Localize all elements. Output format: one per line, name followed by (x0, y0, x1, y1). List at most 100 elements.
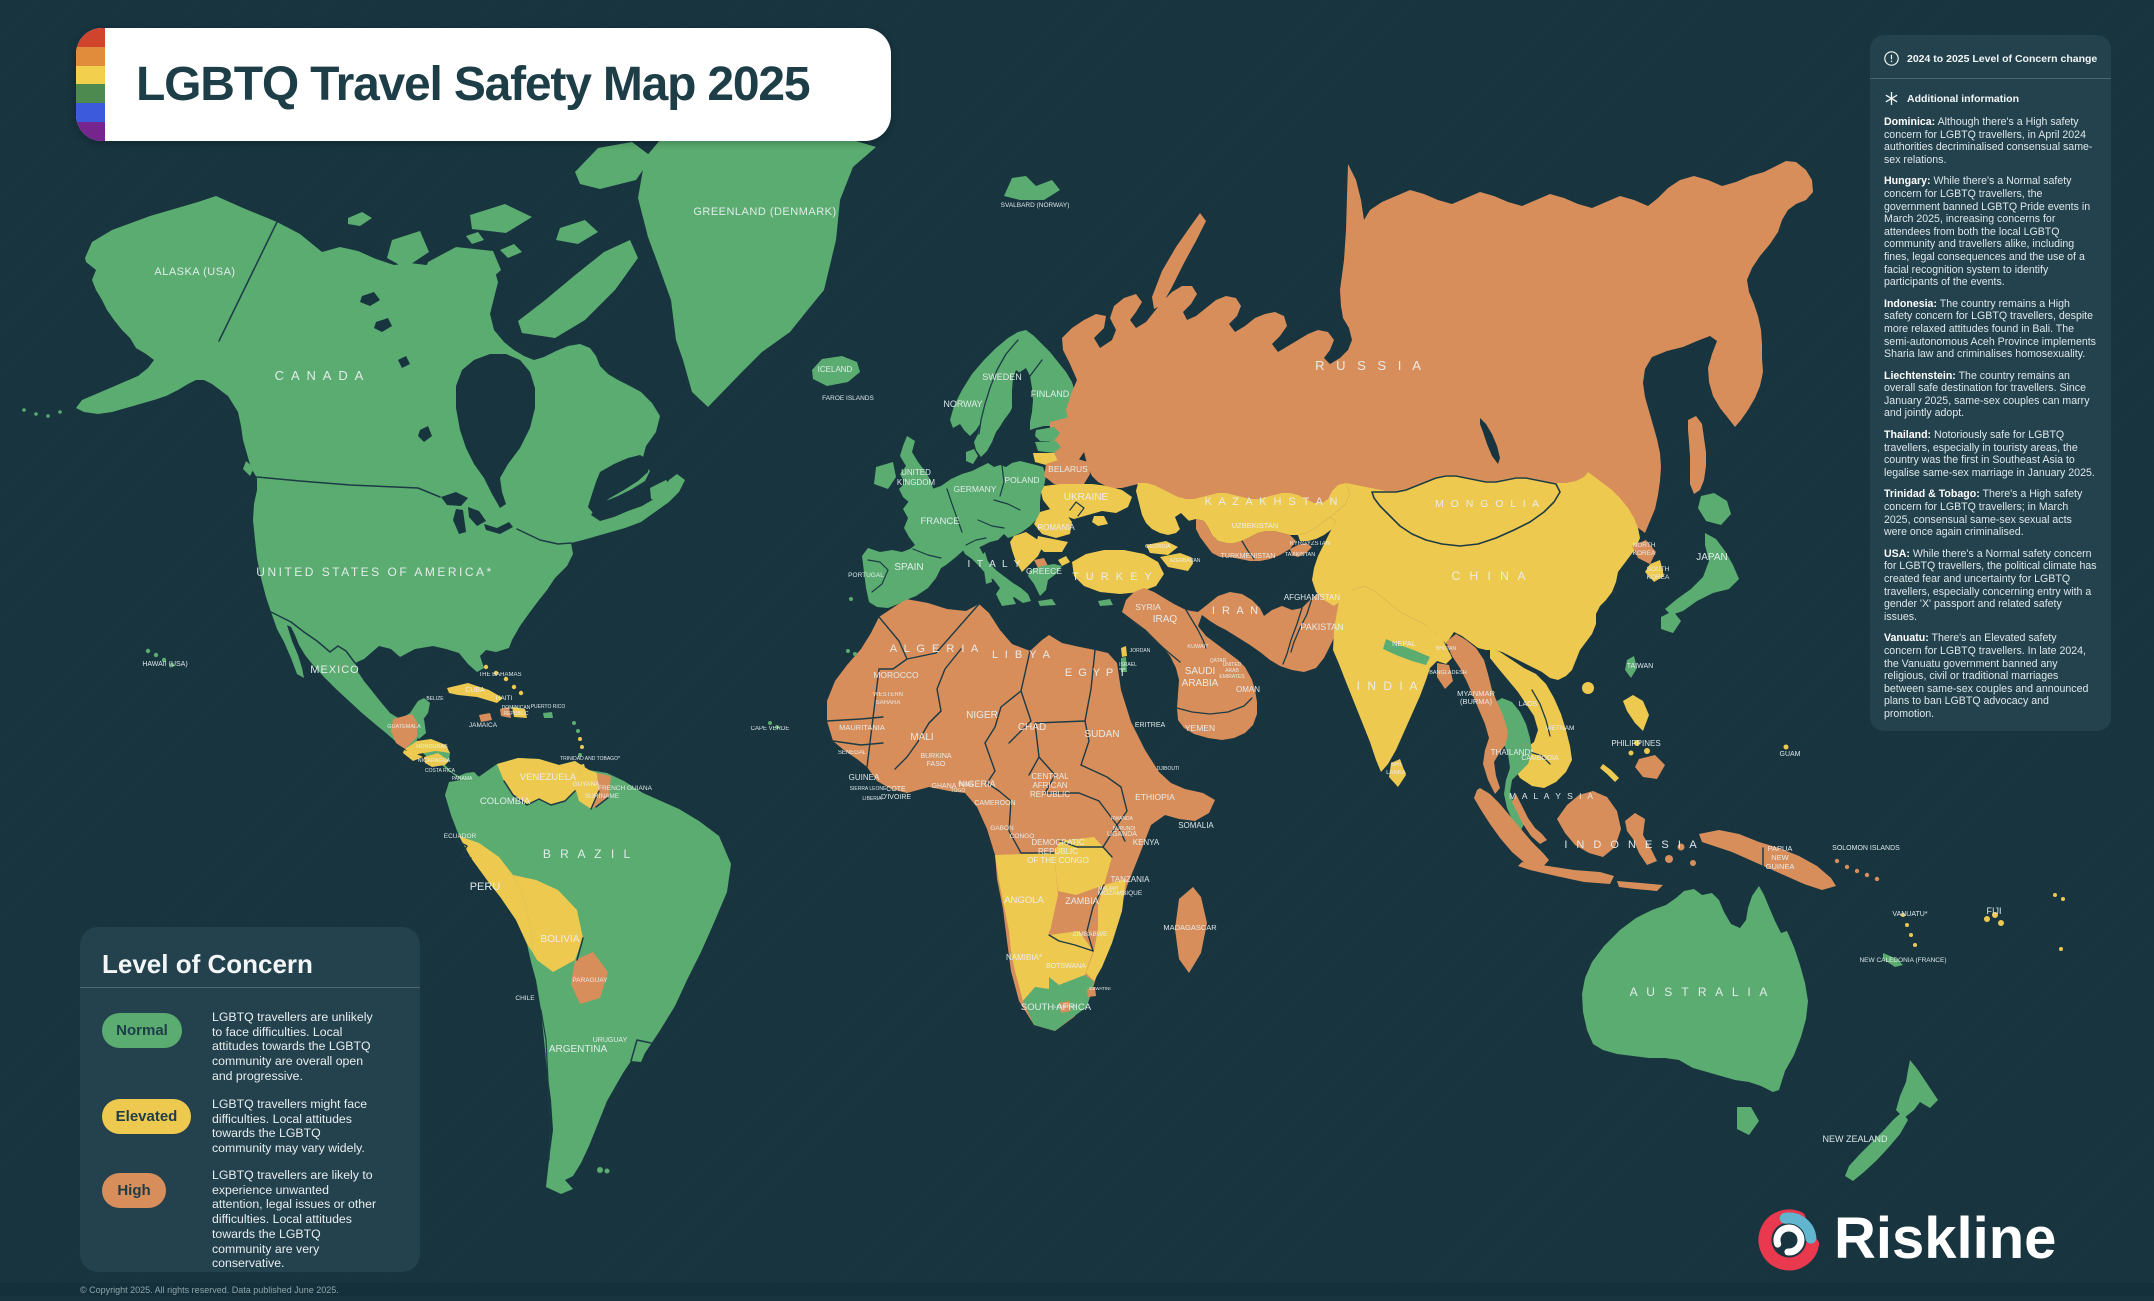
svg-text:BELARUS: BELARUS (1048, 464, 1088, 474)
svg-text:BENIN: BENIN (958, 782, 974, 788)
svg-text:ZIMBABWE: ZIMBABWE (1073, 931, 1108, 938)
svg-text:AFGHANISTAN: AFGHANISTAN (1284, 593, 1341, 602)
svg-text:DJIBOUTI: DJIBOUTI (1157, 766, 1180, 772)
svg-text:ECUADOR: ECUADOR (444, 833, 477, 840)
svg-text:KOREA: KOREA (1633, 550, 1656, 557)
svg-text:UNITED STATES OF AMERICA*: UNITED STATES OF AMERICA* (256, 565, 493, 579)
svg-text:LESOTHO: LESOTHO (1054, 1004, 1076, 1009)
svg-text:CAMBODIA: CAMBODIA (1521, 755, 1559, 762)
svg-text:MOZAMBIQUE: MOZAMBIQUE (1098, 890, 1143, 897)
svg-text:MALAWI: MALAWI (1098, 886, 1118, 892)
svg-text:URUGUAY: URUGUAY (593, 1037, 628, 1044)
svg-text:ICELAND: ICELAND (818, 365, 853, 374)
svg-text:C A N A D A: C A N A D A (275, 368, 366, 383)
svg-text:BELIZE: BELIZE (426, 696, 444, 702)
svg-text:ARGENTINA: ARGENTINA (549, 1044, 608, 1055)
svg-text:MYANMAR: MYANMAR (1457, 689, 1495, 698)
svg-text:QATAR: QATAR (1210, 658, 1227, 664)
svg-text:COLOMBIA: COLOMBIA (480, 796, 531, 807)
svg-text:SRI: SRI (1391, 762, 1401, 768)
svg-text:HAWAII (USA): HAWAII (USA) (142, 661, 187, 668)
svg-text:ESWATINI: ESWATINI (1089, 986, 1110, 991)
svg-text:JAPAN: JAPAN (1696, 552, 1728, 563)
svg-text:UNITED: UNITED (901, 468, 931, 477)
svg-text:LIBERIA: LIBERIA (862, 796, 882, 802)
svg-text:REPUBLIC: REPUBLIC (503, 711, 528, 717)
svg-text:COTE: COTE (886, 786, 906, 793)
svg-text:L I B Y A: L I B Y A (992, 649, 1052, 661)
svg-text:PAPUA: PAPUA (1768, 844, 1793, 853)
svg-text:PAKISTAN: PAKISTAN (1300, 622, 1343, 632)
svg-text:VANUATU*: VANUATU* (1892, 911, 1927, 918)
svg-text:NORWAY: NORWAY (943, 399, 982, 409)
svg-text:SUDAN: SUDAN (1084, 729, 1119, 740)
svg-text:CAPE VERDE: CAPE VERDE (751, 726, 790, 732)
svg-text:PUERTO RICO: PUERTO RICO (531, 704, 566, 710)
svg-text:SIERRA LEONE: SIERRA LEONE (850, 786, 887, 792)
svg-text:NEW: NEW (1771, 853, 1789, 862)
svg-text:EMIRATES: EMIRATES (1219, 674, 1245, 680)
svg-text:BHUTAN: BHUTAN (1436, 646, 1457, 652)
svg-text:KINGDOM: KINGDOM (897, 478, 936, 487)
svg-text:JORDAN: JORDAN (1130, 648, 1151, 654)
svg-text:GUINEA: GUINEA (1766, 862, 1795, 871)
svg-text:PARAGUAY: PARAGUAY (572, 977, 608, 984)
svg-text:FRANCE: FRANCE (920, 516, 959, 527)
svg-text:BURUNDI: BURUNDI (1113, 826, 1136, 832)
svg-text:MADAGASCAR: MADAGASCAR (1163, 923, 1217, 932)
svg-text:RWANDA: RWANDA (1111, 816, 1134, 822)
svg-text:SPAIN: SPAIN (894, 562, 923, 573)
svg-text:NEW CALEDONIA (FRANCE): NEW CALEDONIA (FRANCE) (1859, 957, 1946, 964)
svg-text:I T A L Y: I T A L Y (968, 559, 1023, 570)
svg-text:SENEGAL: SENEGAL (838, 750, 867, 756)
svg-text:YEMEN: YEMEN (1185, 723, 1215, 733)
svg-text:PORTUGAL: PORTUGAL (848, 572, 884, 579)
svg-text:MALI: MALI (910, 732, 933, 743)
svg-text:CHILE: CHILE (515, 995, 535, 1002)
svg-text:DEMOCRATIC: DEMOCRATIC (1031, 838, 1084, 847)
svg-text:CENTRAL: CENTRAL (1031, 772, 1069, 781)
svg-text:UGANDA: UGANDA (1107, 831, 1137, 838)
svg-text:PERU: PERU (470, 881, 501, 893)
svg-text:SWEDEN: SWEDEN (982, 372, 1022, 382)
svg-text:M O N G O L I A: M O N G O L I A (1435, 498, 1541, 510)
svg-text:KUWAIT: KUWAIT (1187, 644, 1209, 650)
svg-text:MEXICO: MEXICO (310, 664, 359, 676)
svg-text:POLAND: POLAND (1005, 475, 1040, 485)
svg-text:ISRAEL: ISRAEL (1119, 662, 1137, 668)
svg-text:CUBA: CUBA (465, 687, 485, 694)
svg-text:TRINIDAD AND TOBAGO*: TRINIDAD AND TOBAGO* (560, 756, 620, 762)
svg-text:OMAN: OMAN (1236, 685, 1260, 694)
svg-text:D'IVOIRE: D'IVOIRE (881, 794, 911, 801)
svg-text:A L G E R I A: A L G E R I A (890, 643, 980, 655)
svg-text:CHAD: CHAD (1018, 722, 1046, 733)
svg-text:VENEZUELA: VENEZUELA (520, 772, 577, 783)
svg-text:SVALBARD (NORWAY): SVALBARD (NORWAY) (1001, 202, 1070, 209)
svg-text:CONGO: CONGO (1010, 833, 1035, 840)
svg-text:BOLIVIA: BOLIVIA (541, 934, 580, 945)
svg-text:GUAM: GUAM (1780, 751, 1801, 758)
svg-text:ROMANIA: ROMANIA (1037, 523, 1075, 532)
svg-text:SOUTH AFRICA: SOUTH AFRICA (1021, 1002, 1092, 1013)
svg-text:LAOS: LAOS (1519, 701, 1538, 708)
svg-text:SAHARA: SAHARA (876, 700, 901, 706)
svg-text:GREECE: GREECE (1026, 566, 1062, 576)
svg-text:K A Z A K H S T A N: K A Z A K H S T A N (1205, 496, 1340, 508)
svg-text:SOMALIA: SOMALIA (1178, 821, 1214, 830)
svg-text:ZAMBIA: ZAMBIA (1065, 896, 1099, 906)
svg-text:C H I N A: C H I N A (1451, 569, 1528, 583)
svg-text:JAMAICA: JAMAICA (469, 722, 498, 729)
svg-text:THE BAHAMAS: THE BAHAMAS (478, 672, 521, 678)
svg-text:MOROCCO: MOROCCO (873, 670, 919, 680)
svg-text:NAMIBIA*: NAMIBIA* (1006, 953, 1042, 962)
svg-text:BANGLADESH: BANGLADESH (1429, 670, 1467, 676)
svg-text:GUYANA: GUYANA (573, 781, 601, 788)
svg-text:TOGO: TOGO (951, 788, 966, 794)
svg-text:I R A N: I R A N (1212, 605, 1260, 617)
svg-text:WESTERN: WESTERN (873, 692, 903, 698)
svg-text:FIJI: FIJI (1987, 906, 2002, 916)
svg-text:TAIWAN: TAIWAN (1627, 663, 1653, 670)
svg-text:THAILAND*: THAILAND* (1491, 748, 1534, 757)
svg-text:MAURITANIA: MAURITANIA (839, 723, 885, 732)
svg-text:UNITED: UNITED (1223, 662, 1242, 668)
